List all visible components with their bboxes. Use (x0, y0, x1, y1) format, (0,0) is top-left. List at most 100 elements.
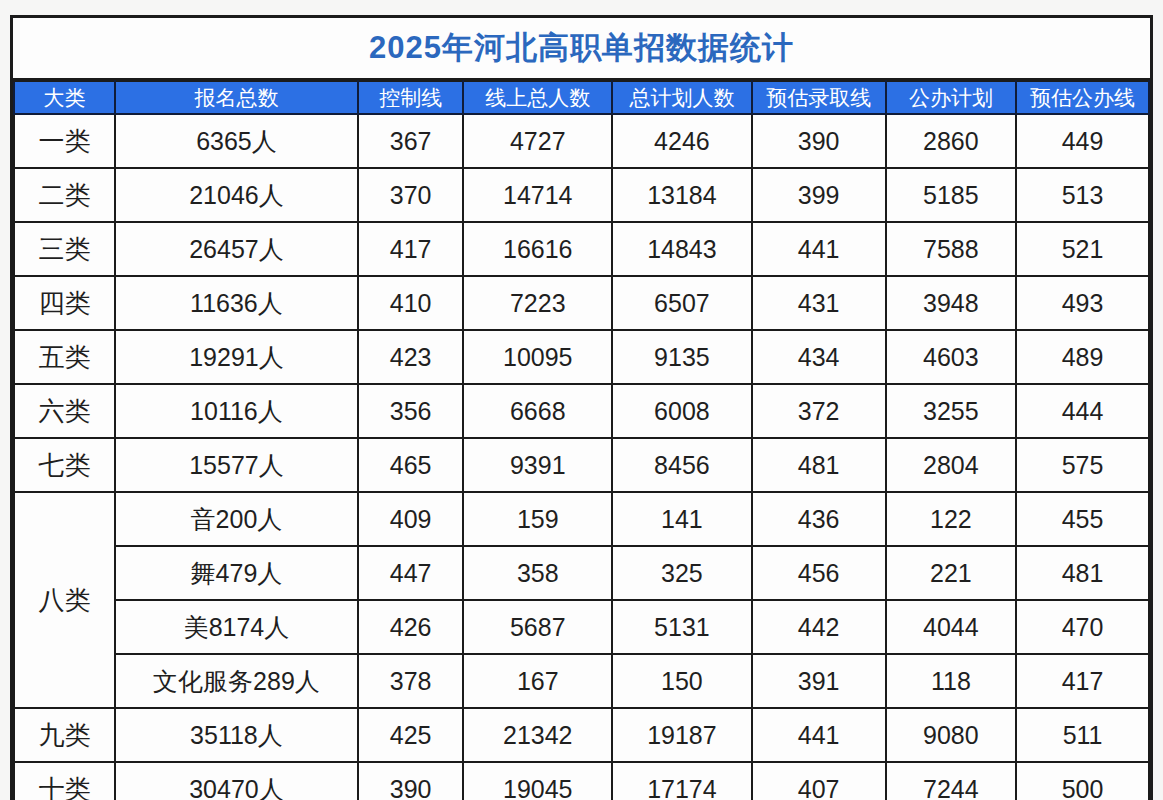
data-cell: 417 (358, 222, 464, 276)
data-cell: 358 (463, 546, 612, 600)
data-cell: 425 (358, 708, 464, 762)
data-cell: 3948 (886, 276, 1017, 330)
data-cell: 122 (886, 492, 1017, 546)
data-cell: 367 (358, 114, 464, 168)
table-row: 十类30470人39019045171744077244500 (14, 762, 1149, 800)
data-cell: 6507 (612, 276, 752, 330)
category-cell: 四类 (14, 276, 115, 330)
data-cell: 221 (886, 546, 1017, 600)
data-cell: 舞479人 (115, 546, 358, 600)
data-cell: 378 (358, 654, 464, 708)
data-cell: 11636人 (115, 276, 358, 330)
table-row: 六类10116人356666860083723255444 (14, 384, 1149, 438)
data-cell: 481 (752, 438, 886, 492)
data-cell: 434 (752, 330, 886, 384)
data-cell: 7223 (463, 276, 612, 330)
data-cell: 372 (752, 384, 886, 438)
data-cell: 447 (358, 546, 464, 600)
data-cell: 575 (1016, 438, 1149, 492)
data-cell: 4727 (463, 114, 612, 168)
category-cell: 三类 (14, 222, 115, 276)
data-cell: 3255 (886, 384, 1017, 438)
data-cell: 370 (358, 168, 464, 222)
table-row: 八类音200人409159141436122455 (14, 492, 1149, 546)
data-cell: 19187 (612, 708, 752, 762)
data-cell: 441 (752, 708, 886, 762)
column-header: 控制线 (358, 81, 464, 114)
data-cell: 9080 (886, 708, 1017, 762)
data-cell: 426 (358, 600, 464, 654)
data-cell: 390 (752, 114, 886, 168)
data-cell: 6008 (612, 384, 752, 438)
data-cell: 9391 (463, 438, 612, 492)
data-cell: 141 (612, 492, 752, 546)
data-cell: 5185 (886, 168, 1017, 222)
data-cell: 17174 (612, 762, 752, 800)
data-cell: 470 (1016, 600, 1149, 654)
data-cell: 399 (752, 168, 886, 222)
column-header: 公办计划 (886, 81, 1017, 114)
data-cell: 489 (1016, 330, 1149, 384)
data-cell: 150 (612, 654, 752, 708)
data-cell: 9135 (612, 330, 752, 384)
data-cell: 5687 (463, 600, 612, 654)
data-cell: 417 (1016, 654, 1149, 708)
data-cell: 442 (752, 600, 886, 654)
data-cell: 436 (752, 492, 886, 546)
data-cell: 4603 (886, 330, 1017, 384)
data-cell: 493 (1016, 276, 1149, 330)
category-cell: 十类 (14, 762, 115, 800)
data-cell: 390 (358, 762, 464, 800)
data-cell: 21046人 (115, 168, 358, 222)
data-cell: 2804 (886, 438, 1017, 492)
data-cell: 19045 (463, 762, 612, 800)
data-cell: 521 (1016, 222, 1149, 276)
data-cell: 26457人 (115, 222, 358, 276)
table-row: 七类15577人465939184564812804575 (14, 438, 1149, 492)
data-cell: 409 (358, 492, 464, 546)
data-cell: 4044 (886, 600, 1017, 654)
category-cell: 六类 (14, 384, 115, 438)
data-cell: 455 (1016, 492, 1149, 546)
data-cell: 481 (1016, 546, 1149, 600)
table-row: 三类26457人41716616148434417588521 (14, 222, 1149, 276)
data-cell: 15577人 (115, 438, 358, 492)
statistics-table: 大类报名总数控制线线上总人数总计划人数预估录取线公办计划预估公办线 一类6365… (13, 80, 1150, 800)
data-cell: 356 (358, 384, 464, 438)
data-cell: 159 (463, 492, 612, 546)
table-row: 二类21046人37014714131843995185513 (14, 168, 1149, 222)
data-cell: 118 (886, 654, 1017, 708)
data-cell: 511 (1016, 708, 1149, 762)
category-cell: 八类 (14, 492, 115, 708)
category-cell: 九类 (14, 708, 115, 762)
data-cell: 431 (752, 276, 886, 330)
category-cell: 一类 (14, 114, 115, 168)
data-cell: 21342 (463, 708, 612, 762)
data-cell: 7588 (886, 222, 1017, 276)
table-body: 一类6365人367472742463902860449二类21046人3701… (14, 114, 1149, 800)
data-cell: 6668 (463, 384, 612, 438)
column-header: 预估公办线 (1016, 81, 1149, 114)
data-cell: 16616 (463, 222, 612, 276)
table-row: 文化服务289人378167150391118417 (14, 654, 1149, 708)
data-cell: 19291人 (115, 330, 358, 384)
data-cell: 10095 (463, 330, 612, 384)
data-cell: 513 (1016, 168, 1149, 222)
data-cell: 8456 (612, 438, 752, 492)
data-cell: 6365人 (115, 114, 358, 168)
table-row: 舞479人447358325456221481 (14, 546, 1149, 600)
data-cell: 167 (463, 654, 612, 708)
data-cell: 14843 (612, 222, 752, 276)
data-cell: 35118人 (115, 708, 358, 762)
data-cell: 7244 (886, 762, 1017, 800)
table-row: 美8174人426568751314424044470 (14, 600, 1149, 654)
page-title: 2025年河北高职单招数据统计 (13, 18, 1150, 80)
data-cell: 444 (1016, 384, 1149, 438)
data-cell: 4246 (612, 114, 752, 168)
data-cell: 456 (752, 546, 886, 600)
table-header-row: 大类报名总数控制线线上总人数总计划人数预估录取线公办计划预估公办线 (14, 81, 1149, 114)
category-cell: 七类 (14, 438, 115, 492)
data-cell: 325 (612, 546, 752, 600)
data-cell: 441 (752, 222, 886, 276)
table-row: 四类11636人410722365074313948493 (14, 276, 1149, 330)
